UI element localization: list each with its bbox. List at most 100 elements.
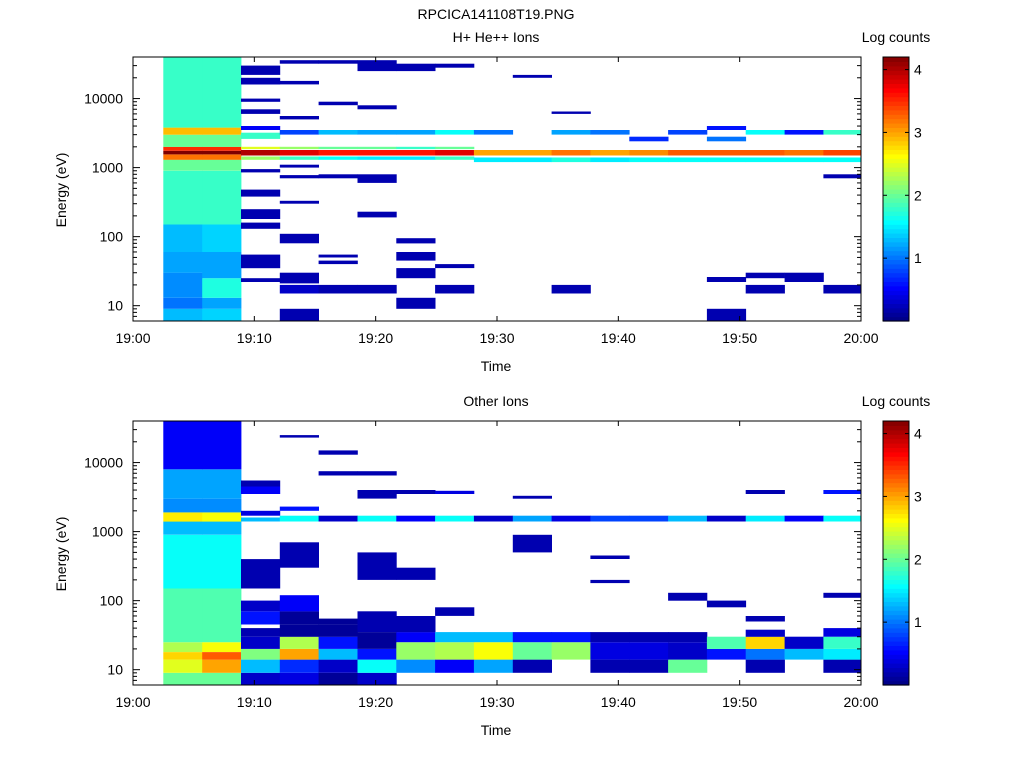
colorbar-segment (883, 241, 909, 247)
heatmap-cell (745, 150, 785, 156)
heatmap-cell (551, 642, 591, 660)
heatmap-cell (279, 150, 319, 156)
heatmap-cell (202, 521, 242, 535)
heatmap-cell (396, 150, 436, 156)
heatmap-cell (629, 150, 669, 156)
colorbar-segment (883, 610, 909, 616)
heatmap-cell (241, 510, 281, 516)
heatmap-cell (590, 157, 630, 163)
heatmap-cell (629, 157, 669, 163)
colorbar-segment (883, 158, 909, 164)
heatmap-cell (473, 642, 514, 660)
colorbar-segment (883, 149, 909, 155)
heatmap-cell (706, 600, 747, 608)
colorbar-segment (883, 219, 909, 225)
y-tick-label: 10 (107, 298, 123, 314)
x-tick-label: 19:00 (115, 330, 150, 346)
heatmap-cell (357, 611, 397, 633)
heatmap-cell (318, 648, 358, 660)
colorbar-segment (883, 70, 909, 76)
heatmap-cell (823, 284, 862, 294)
colorbar-segment (883, 451, 909, 457)
colorbar-segment (883, 109, 909, 115)
colorbar-segment (883, 263, 909, 269)
heatmap-cell (396, 515, 436, 522)
heatmap-cell (279, 611, 319, 625)
heatmap-cell (163, 534, 203, 589)
heatmap-cell (241, 486, 281, 494)
heatmap-cell (435, 156, 475, 160)
colorbar-segment (883, 460, 909, 466)
heatmap-cell (396, 146, 436, 150)
heatmap-cell (279, 272, 319, 284)
heatmap-cell (745, 659, 785, 673)
colorbar-segment (883, 535, 909, 541)
colorbar-segment (883, 553, 909, 558)
heatmap-cell (668, 659, 708, 673)
panel-title: Other Ions (463, 393, 528, 409)
colorbar-segment (883, 671, 909, 677)
colorbar-segment (883, 228, 909, 234)
x-tick-label: 19:40 (601, 330, 636, 346)
heatmap-cells (163, 421, 862, 685)
heatmap-cell (279, 200, 319, 204)
colorbar-segment (883, 202, 909, 208)
heatmap-cell (318, 624, 358, 637)
heatmap-cell (435, 146, 475, 150)
colorbar-segment (883, 312, 909, 318)
heatmap-cell (318, 471, 358, 476)
heatmap-cell (784, 648, 824, 660)
colorbar-segment (883, 517, 909, 523)
heatmap-cell (435, 659, 475, 673)
heatmap-cell (318, 156, 358, 160)
heatmap-cell (241, 600, 281, 612)
colorbar-segment (883, 570, 909, 576)
colorbar-segment (883, 224, 909, 230)
heatmap-cell (396, 297, 436, 309)
heatmap-cell (745, 130, 785, 135)
colorbar-segment (883, 575, 909, 580)
heatmap-cell (357, 130, 397, 135)
colorbar-segment (883, 557, 909, 563)
colorbar-segment (883, 281, 909, 287)
heatmap-cell (357, 211, 397, 218)
heatmap-cell (163, 146, 203, 151)
colorbar-segment (883, 588, 909, 594)
heatmap-cell (279, 435, 319, 438)
colorbar-segment (883, 561, 909, 567)
heatmap-cell (318, 150, 358, 156)
colorbar-segment (883, 627, 909, 633)
colorbar-segment (883, 65, 909, 71)
heatmap-cell (279, 175, 319, 179)
y-tick-label: 10 (107, 662, 123, 678)
y-tick-label: 100 (100, 593, 124, 609)
heatmap-cell (629, 136, 669, 142)
heatmap-cell (202, 57, 242, 128)
heatmap-cell (202, 512, 242, 522)
colorbar-segment (883, 131, 909, 137)
heatmap-cell (163, 127, 203, 135)
colorbar: 1 2 3 4 (882, 56, 922, 322)
colorbar-segment (883, 114, 909, 120)
heatmap-cell (279, 659, 319, 673)
heatmap-cell (512, 495, 552, 499)
heatmap-cell (279, 636, 319, 649)
heatmap-cell (318, 130, 358, 135)
heatmap-cell (396, 567, 436, 580)
colorbar-segment (883, 153, 909, 159)
colorbar-segment (883, 531, 909, 536)
heatmap-cell (202, 498, 242, 513)
heatmap-cell (241, 189, 281, 197)
x-tick-label: 20:00 (843, 330, 878, 346)
heatmap-cell (668, 150, 708, 156)
colorbar-segment (883, 87, 909, 93)
colorbar-segment (883, 500, 909, 506)
heatmap-cell (396, 268, 436, 279)
heatmap-cell (202, 659, 242, 673)
heatmap-cell (241, 672, 281, 685)
heatmap-cell (241, 222, 281, 229)
heatmap-cell (512, 150, 552, 156)
y-axis-label: Energy (eV) (53, 153, 69, 228)
figure-title: RPCICA141108T19.PNG (418, 6, 575, 22)
